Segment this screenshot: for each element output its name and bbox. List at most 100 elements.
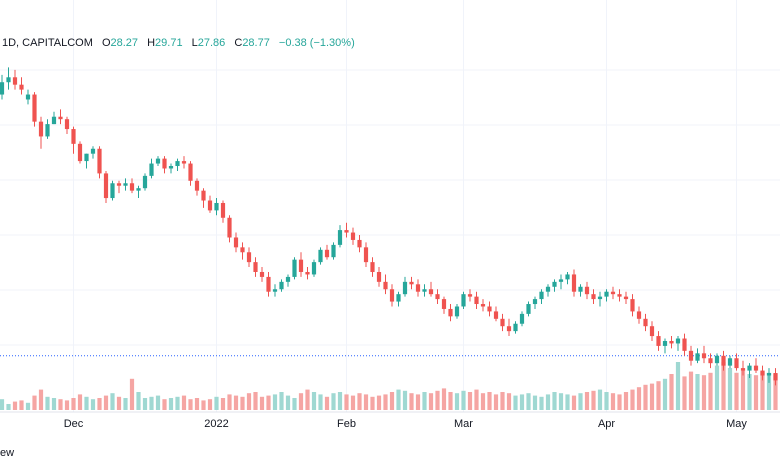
candle-body — [747, 365, 752, 371]
volume-bar — [246, 393, 252, 410]
candle-body — [32, 94, 37, 122]
volume-bar — [604, 392, 609, 410]
volume-bar — [688, 371, 694, 410]
candle — [474, 291, 479, 309]
volume-bar — [766, 372, 772, 410]
volume-bar — [51, 398, 57, 410]
candle — [90, 146, 96, 159]
volume-bar — [168, 398, 174, 410]
candle — [168, 163, 174, 174]
candle-body — [454, 306, 460, 317]
candle — [734, 353, 739, 371]
volume-bar — [519, 394, 525, 410]
candle-body — [682, 338, 687, 351]
candle-body — [45, 124, 50, 137]
volume-bar — [220, 398, 226, 410]
candle-body — [38, 121, 44, 137]
candle — [604, 289, 609, 302]
candle — [389, 284, 395, 307]
candle — [136, 185, 141, 199]
candle — [64, 116, 70, 134]
candle-body — [149, 163, 154, 176]
volume-bar — [77, 394, 83, 410]
volume-bar — [695, 374, 700, 410]
volume-bar — [292, 398, 297, 410]
volume-bar — [454, 393, 460, 410]
candle-body — [740, 368, 746, 371]
candle — [246, 247, 252, 268]
volume-bar — [383, 394, 388, 410]
volume-bar — [597, 389, 603, 410]
candle — [331, 242, 336, 260]
candle-body — [103, 173, 109, 199]
candle — [58, 109, 63, 125]
candle-body — [324, 249, 330, 258]
candle — [227, 215, 232, 243]
candle-body — [0, 82, 5, 95]
candle — [500, 313, 505, 332]
x-tick-label: 2022 — [204, 418, 228, 430]
candle-body — [188, 163, 193, 181]
volume-bar — [422, 392, 427, 410]
volume-bar — [662, 378, 668, 410]
candle — [714, 353, 720, 366]
candle-body — [298, 259, 304, 272]
candle — [565, 271, 570, 285]
candle-body — [233, 237, 239, 248]
candle — [688, 345, 694, 366]
volume-bar — [175, 396, 180, 410]
candle — [643, 313, 648, 332]
volume-bar — [682, 376, 687, 410]
close-key: C — [234, 37, 242, 49]
volume-bar — [669, 374, 674, 410]
candle — [727, 355, 733, 369]
candle-body — [51, 116, 57, 125]
candle — [324, 244, 330, 260]
volume-bar — [272, 394, 278, 410]
volume-bars — [0, 362, 778, 410]
volume-bar — [188, 399, 193, 410]
candle-body — [708, 358, 713, 364]
candle-body — [136, 188, 141, 191]
candle-body — [662, 340, 668, 346]
candle-body — [721, 355, 726, 366]
volume-bar — [110, 393, 115, 410]
candle — [695, 348, 700, 364]
candle-body — [500, 318, 505, 327]
volume-bar — [617, 394, 622, 410]
candle — [376, 267, 382, 287]
candle-body — [123, 183, 128, 186]
volume-bar — [493, 394, 499, 410]
candle — [318, 247, 323, 265]
candle — [116, 180, 122, 194]
candle — [305, 267, 310, 280]
candle — [461, 291, 466, 309]
volume-bar — [129, 378, 135, 410]
candle-body — [773, 373, 778, 381]
candle-body — [493, 311, 499, 319]
candle-body — [58, 116, 63, 120]
volume-bar — [45, 396, 50, 410]
volume-bar — [467, 392, 473, 410]
candle — [175, 158, 180, 171]
candle — [220, 200, 226, 223]
candle-body — [415, 284, 421, 292]
candle — [77, 141, 83, 164]
candle — [760, 365, 765, 381]
candle — [402, 276, 408, 297]
volume-bar — [636, 387, 642, 410]
candle-body — [558, 279, 564, 282]
volume-bar — [630, 389, 635, 410]
candle-body — [402, 281, 408, 295]
candle — [123, 178, 128, 191]
low-key: L — [192, 37, 198, 49]
volume-bar — [649, 383, 655, 410]
candle — [188, 161, 193, 186]
volume-bar — [409, 393, 414, 410]
volume-bar — [623, 392, 629, 410]
candle-body — [376, 271, 382, 282]
candle — [558, 274, 564, 290]
candle — [162, 156, 167, 174]
candle — [539, 289, 544, 305]
